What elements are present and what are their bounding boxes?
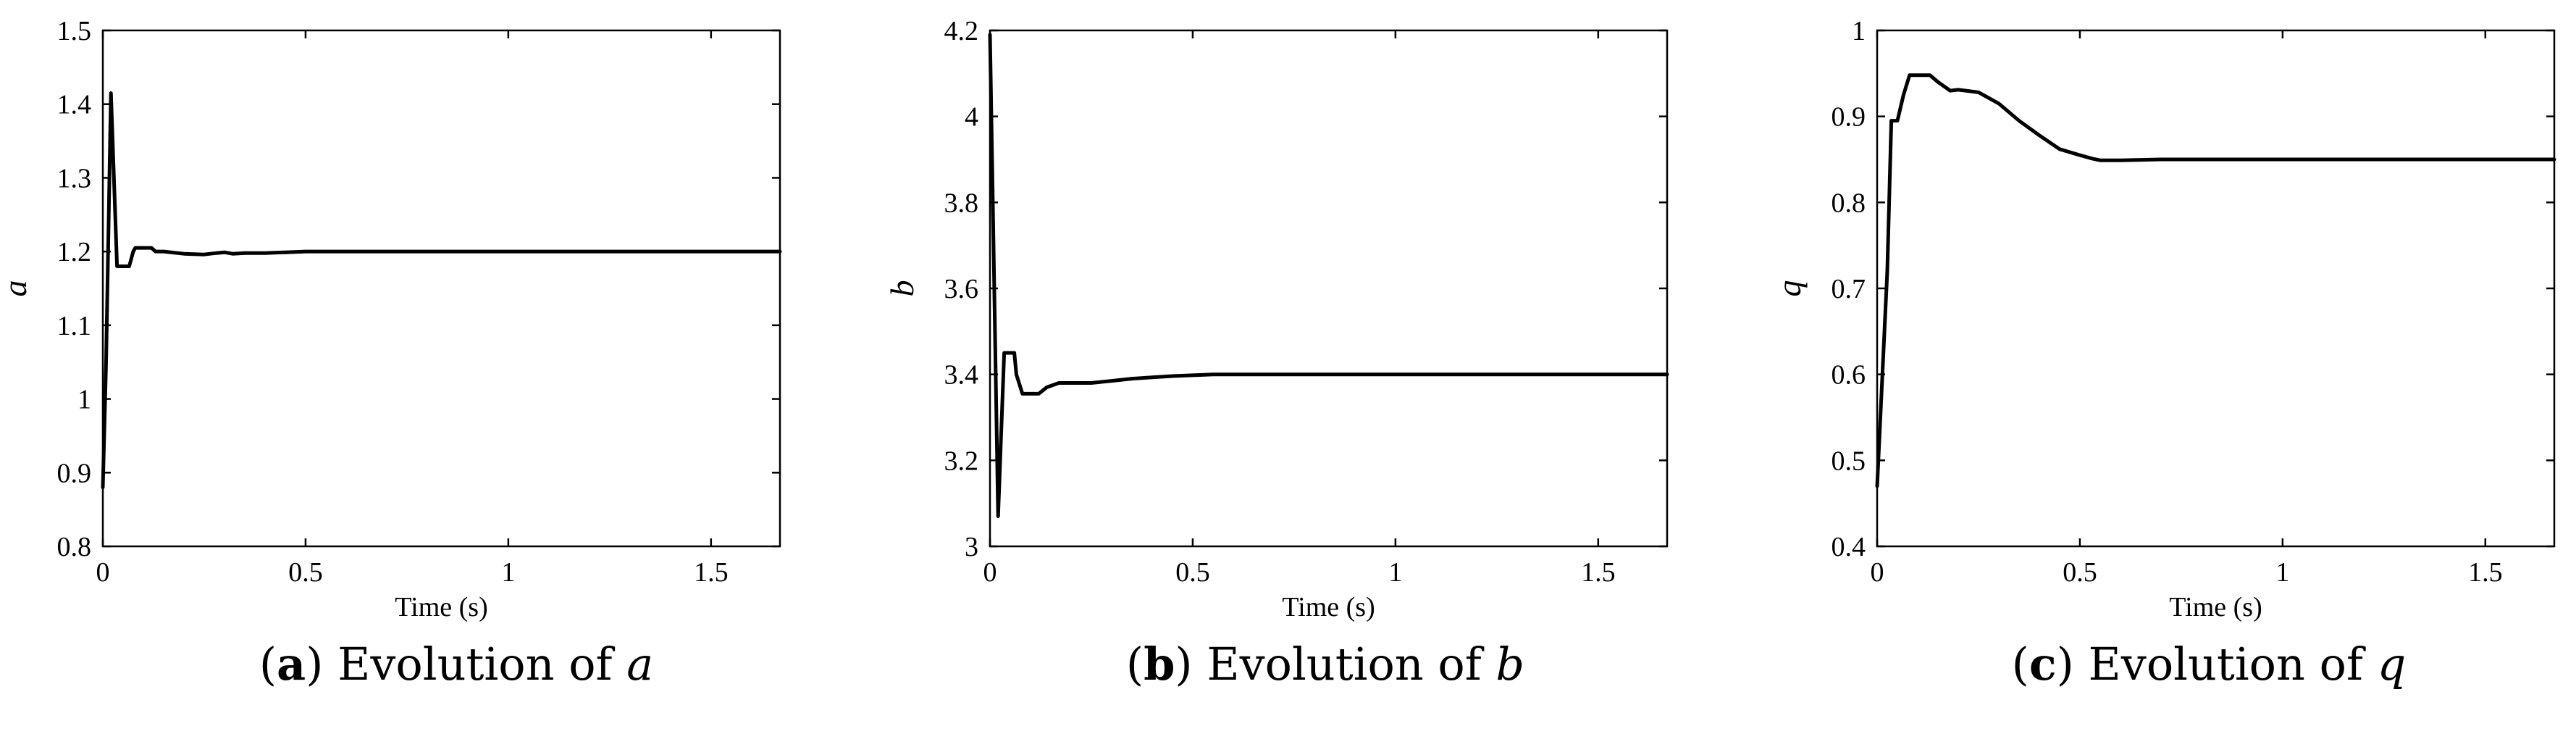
y-axis-title: a <box>0 280 33 297</box>
x-tick-label: 0 <box>983 557 997 588</box>
caption-b: (b) Evolution of b <box>1125 638 1525 691</box>
y-tick-label: 1 <box>1852 16 1866 46</box>
y-tick-label: 1.1 <box>57 311 92 341</box>
y-tick-label: 0.4 <box>1832 532 1866 562</box>
y-tick-label: 1 <box>77 385 91 415</box>
y-tick-label: 0.8 <box>1832 188 1866 218</box>
x-axis-title: Time (s) <box>1282 592 1375 622</box>
y-tick-label: 0.6 <box>1832 360 1866 391</box>
y-tick-label: 1.5 <box>57 16 92 46</box>
x-tick-label: 0.5 <box>1175 557 1210 588</box>
y-tick-label: 3.2 <box>944 446 979 476</box>
plot-frame <box>1876 29 2556 548</box>
chart-panel-b: 0 0.5 1 1.5 3 3.2 3.4 3.6 3.8 4 4.2 Time (s) b <box>884 16 1669 622</box>
series-line-b <box>988 33 1669 518</box>
y-tick-label: 0.5 <box>1832 446 1866 476</box>
caption-letter: b <box>1144 638 1175 691</box>
series-line-q <box>1875 73 2556 488</box>
y-tick-label: 0.9 <box>1832 102 1866 133</box>
x-tick-label: 0 <box>1871 557 1884 588</box>
y-tick-label: 3.8 <box>944 188 979 218</box>
x-tick-label: 0.5 <box>288 557 323 588</box>
y-tick-label: 4.2 <box>944 16 979 46</box>
x-tick-label: 1.5 <box>694 557 729 588</box>
x-tick-label: 1.5 <box>1581 557 1616 588</box>
x-tick-label: 1 <box>2275 557 2289 588</box>
y-tick-label: 4 <box>965 102 978 133</box>
series-line-a <box>101 91 782 490</box>
plot-frame <box>989 29 1669 548</box>
x-tick-label: 1 <box>501 557 515 588</box>
caption-var: b <box>1495 638 1525 691</box>
y-tick-label: 0.9 <box>57 458 92 488</box>
caption-text: Evolution of <box>337 638 613 691</box>
x-tick-label: 0 <box>96 557 110 588</box>
plot-frame <box>101 29 781 548</box>
y-tick-label: 1.2 <box>57 237 92 267</box>
x-axis-title: Time (s) <box>395 592 487 622</box>
caption-letter: c <box>2029 638 2057 691</box>
x-axis-title: Time (s) <box>2169 592 2262 622</box>
x-tick-label: 1 <box>1388 557 1402 588</box>
caption-var: q <box>2377 638 2407 691</box>
chart-panel-q: 0 0.5 1 1.5 0.4 0.5 0.6 0.7 0.8 0.9 1 Time (s) q <box>1771 16 2556 622</box>
y-tick-label: 1.3 <box>57 163 92 193</box>
caption-letter: a <box>277 638 306 691</box>
y-tick-label: 3 <box>965 532 978 562</box>
y-tick-label: 0.8 <box>57 532 92 562</box>
y-tick-label: 3.6 <box>944 274 979 304</box>
x-tick-label: 0.5 <box>2063 557 2097 588</box>
chart-panel-a: 0 0.5 1 1.5 0.8 0.9 1 1.1 1.2 1.3 1.4 1.5 Time (s) a <box>0 16 782 622</box>
y-tick-label: 1.4 <box>57 90 92 120</box>
caption-text: Evolution of <box>2088 638 2363 691</box>
y-axis-title: q <box>1771 280 1808 297</box>
caption-a: (a) Evolution of a <box>259 638 654 691</box>
caption-c: (c) Evolution of q <box>2011 638 2407 691</box>
x-tick-label: 1.5 <box>2468 557 2503 588</box>
y-axis-title: b <box>884 280 920 297</box>
caption-text: Evolution of <box>1207 638 1482 691</box>
caption-var: a <box>626 638 654 691</box>
y-tick-label: 0.7 <box>1832 274 1866 304</box>
y-tick-label: 3.4 <box>944 360 979 391</box>
